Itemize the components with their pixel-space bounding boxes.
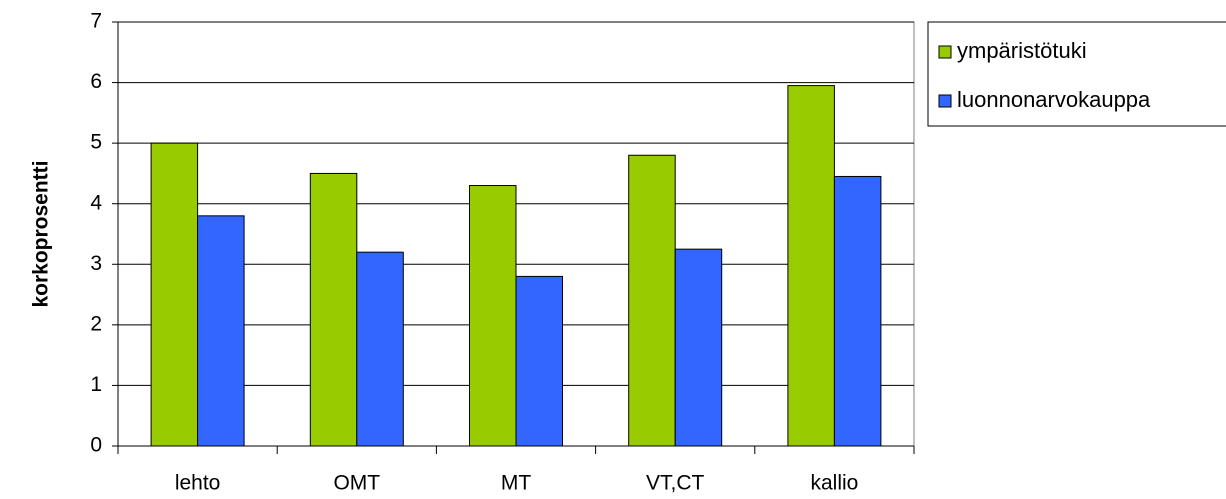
y-tick-label: 0 (90, 434, 102, 457)
x-tick-label: kallio (810, 472, 858, 495)
y-tick-label: 3 (90, 252, 102, 275)
y-tick-label: 5 (90, 131, 102, 154)
x-tick-label: OMT (333, 472, 380, 495)
x-tick-label: VT,CT (646, 472, 705, 495)
bar (787, 85, 835, 447)
y-tick-label: 7 (90, 10, 102, 33)
y-axis-label: korkoprosentti (30, 160, 53, 307)
bar (150, 142, 199, 447)
bar (469, 185, 517, 447)
bar (309, 172, 358, 447)
legend-label: luonnonarvokauppa (957, 87, 1151, 112)
y-tick-label: 1 (90, 373, 102, 396)
bar (197, 215, 245, 447)
legend (927, 21, 1226, 127)
y-tick-label: 2 (90, 312, 102, 335)
legend-label: ympäristötuki (957, 38, 1087, 63)
x-tick-label: MT (501, 472, 531, 495)
legend-swatch (938, 94, 952, 108)
legend-swatch (938, 45, 952, 59)
bar (515, 275, 563, 447)
bar (674, 248, 723, 447)
y-tick-label: 4 (90, 191, 102, 214)
x-tick-label: lehto (175, 472, 221, 495)
bar (833, 175, 882, 447)
y-tick-label: 6 (90, 70, 102, 93)
bar (356, 251, 404, 447)
bar (628, 154, 676, 447)
